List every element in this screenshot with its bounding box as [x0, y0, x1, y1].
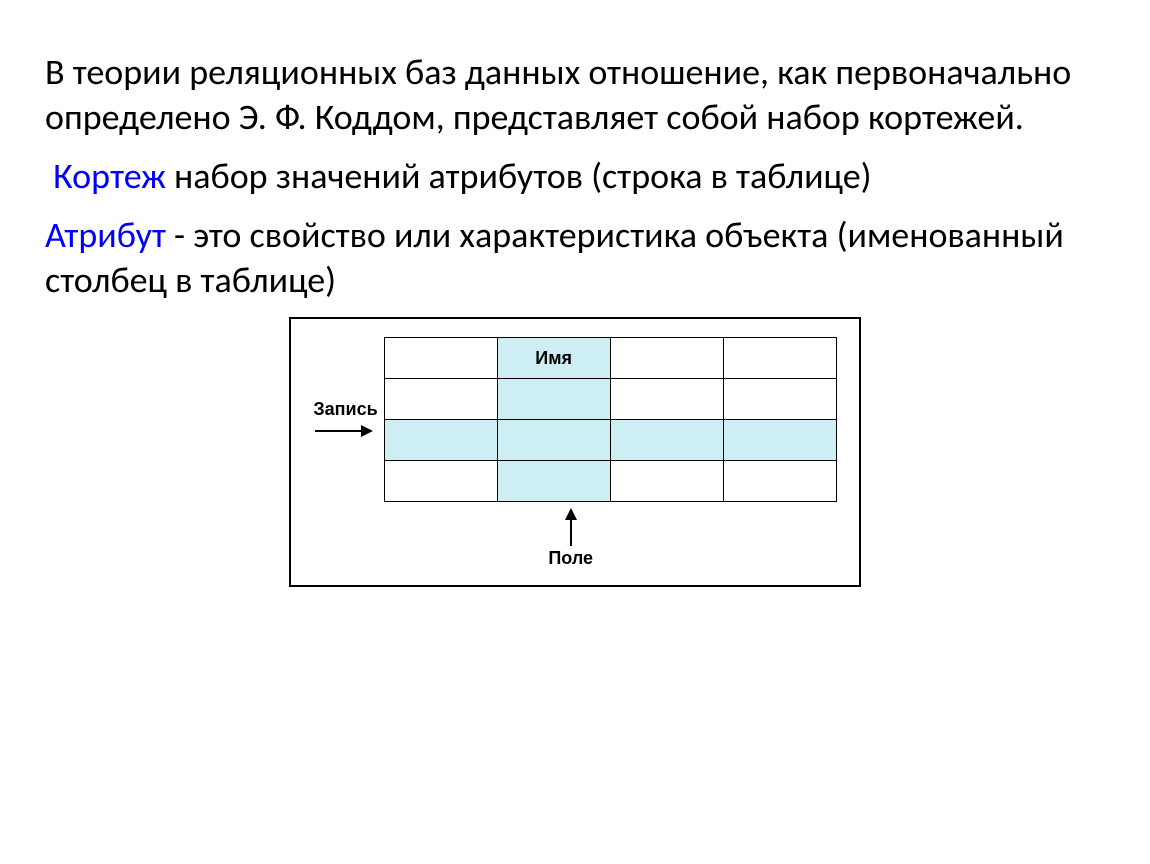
table-cell	[723, 461, 836, 502]
record-label: Запись	[313, 399, 377, 420]
record-label-block: Запись	[313, 399, 377, 440]
diagram-container: Запись Имя Поле	[45, 317, 1105, 587]
paragraph-intro: В теории реляционных баз данных отношени…	[45, 50, 1105, 140]
table-cell	[610, 338, 723, 379]
term-tuple: Кортеж	[53, 154, 166, 198]
arrow-up-icon	[562, 508, 580, 546]
field-label-block: Поле	[548, 508, 593, 569]
intro-text: В теории реляционных баз данных отношени…	[45, 50, 1071, 139]
table-row	[384, 461, 836, 502]
table-cell	[384, 420, 497, 461]
table-cell	[497, 461, 610, 502]
table-row	[384, 420, 836, 461]
table-row: Имя	[384, 338, 836, 379]
tuple-def: набор значений атрибутов (строка в табли…	[166, 154, 872, 198]
table-cell	[497, 379, 610, 420]
table-cell	[610, 461, 723, 502]
arrow-right-icon	[313, 422, 373, 440]
table-cell	[610, 420, 723, 461]
table-row	[384, 379, 836, 420]
term-attribute: Атрибут	[45, 213, 166, 257]
table-cell	[384, 338, 497, 379]
diagram-row: Запись Имя	[313, 337, 836, 502]
table-cell	[384, 379, 497, 420]
table-cell	[497, 420, 610, 461]
field-label: Поле	[548, 548, 593, 569]
attribute-def: - это свойство или характеристика объект…	[45, 213, 1064, 302]
diagram-grid: Имя	[384, 337, 837, 502]
table-cell	[723, 420, 836, 461]
table-cell	[384, 461, 497, 502]
table-cell	[723, 379, 836, 420]
table-cell	[610, 379, 723, 420]
header-cell-name: Имя	[497, 338, 610, 379]
paragraph-attribute: Атрибут - это свойство или характеристик…	[45, 213, 1105, 303]
table-cell	[723, 338, 836, 379]
diagram-inner: Запись Имя Поле	[313, 337, 836, 569]
slide: В теории реляционных баз данных отношени…	[0, 0, 1150, 864]
paragraph-tuple: Кортеж набор значений атрибутов (строка …	[45, 154, 1105, 199]
diagram-frame: Запись Имя Поле	[289, 317, 860, 587]
